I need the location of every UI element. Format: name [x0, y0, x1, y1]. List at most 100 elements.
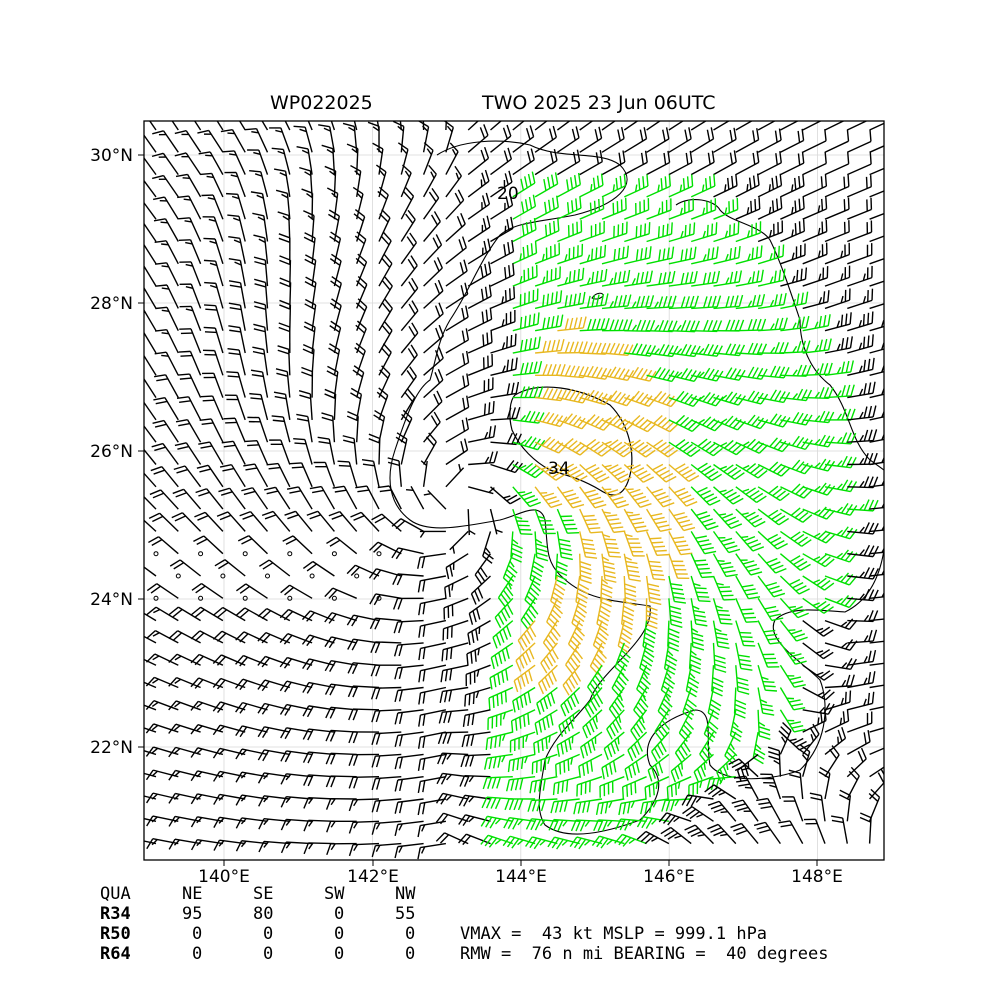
wind-barb [348, 753, 380, 766]
wind-barb [168, 746, 201, 758]
wind-barb [445, 259, 468, 287]
wind-barb [536, 686, 558, 715]
wind-barb [847, 152, 872, 176]
wind-barb [235, 701, 268, 714]
wind-barb [627, 731, 648, 762]
wind-barb [802, 597, 834, 614]
wind-barb [235, 654, 268, 667]
wind-barb [601, 508, 626, 534]
wind-barb [847, 243, 873, 265]
wind-barb [735, 553, 763, 576]
wind-barb [601, 294, 632, 310]
wind-barb [534, 125, 558, 153]
wind-barb [579, 220, 605, 243]
wind-barb [490, 432, 522, 446]
wind-barb [538, 664, 558, 695]
wind-barb [556, 121, 571, 131]
wind-barb [449, 530, 469, 554]
wind-barb [691, 246, 719, 265]
wind-barb [512, 508, 533, 535]
wind-barb [802, 290, 830, 310]
wind-barb [778, 722, 792, 755]
wind-barb [144, 795, 157, 800]
wind-barb [257, 726, 290, 739]
wind-barb [646, 320, 678, 333]
calm-wind-marker [354, 573, 360, 579]
wind-barb [467, 192, 491, 220]
wind-barb [378, 298, 393, 332]
wind-barb [371, 753, 402, 768]
wind-barb [468, 486, 495, 495]
wind-barb [179, 261, 202, 287]
wind-barb [534, 709, 558, 735]
wind-barb [757, 620, 782, 645]
wind-barb [200, 172, 224, 198]
wind-barb [146, 630, 179, 644]
row-r64-se: 0 [263, 944, 274, 964]
wind-barb [646, 343, 679, 358]
wind-barb [623, 575, 637, 607]
wind-barb [780, 483, 813, 499]
wind-barb [435, 832, 469, 845]
wind-barb [279, 656, 313, 669]
wind-barb [194, 511, 224, 532]
wind-barb [400, 409, 413, 443]
wind-barb [601, 366, 635, 382]
wind-barb [802, 197, 828, 220]
wind-barb [529, 776, 558, 794]
wind-barb [228, 280, 246, 309]
y-axis-ticks: 30°N 28°N 26°N 24°N 22°N [90, 146, 144, 758]
wind-barb [562, 664, 582, 696]
wind-barb [490, 170, 513, 198]
wind-barb [557, 149, 581, 176]
wind-barb [824, 197, 850, 220]
wind-barb [198, 441, 224, 465]
wind-barb [869, 303, 884, 310]
wind-barb [400, 366, 417, 399]
wind-barb [392, 573, 424, 586]
wind-barb [513, 664, 536, 693]
wind-barb [869, 684, 884, 689]
wind-barb [286, 486, 313, 510]
wind-barb [219, 464, 246, 488]
wind-barb [279, 703, 313, 716]
calm-wind-marker [287, 595, 293, 601]
wind-barb [484, 753, 513, 770]
wind-barb [779, 597, 809, 619]
wind-barb [445, 350, 470, 376]
row-r64-nw: 0 [405, 944, 416, 964]
wind-barb [713, 150, 737, 176]
wind-barb [579, 365, 612, 380]
wind-barb [847, 649, 877, 666]
row-r50-se: 0 [263, 924, 274, 944]
wind-barb [592, 620, 609, 654]
wind-barb [802, 386, 834, 400]
wind-barb [330, 275, 342, 309]
wind-barb [512, 462, 545, 479]
wind-barb [630, 709, 648, 741]
calm-wind-marker [331, 595, 337, 601]
wind-barb [445, 142, 459, 175]
wind-barb [802, 664, 834, 681]
wind-barb [847, 522, 879, 535]
wind-barb [712, 530, 741, 554]
wind-barb [437, 731, 469, 745]
wind-barb [601, 553, 617, 583]
wind-barb [329, 253, 342, 287]
wind-barb [247, 416, 269, 443]
wind-barb [445, 236, 467, 265]
wind-barb [235, 607, 268, 622]
wind-barb [144, 222, 157, 242]
wind-barb [445, 165, 462, 198]
wind-barb [554, 553, 568, 586]
wind-barb [490, 147, 513, 176]
wind-barb [645, 531, 669, 556]
wind-barb [650, 731, 670, 763]
wind-barb [691, 343, 723, 357]
wind-barb [847, 121, 868, 131]
wind-barb [302, 560, 335, 577]
wind-barb [601, 269, 631, 287]
wind-barb [348, 820, 380, 834]
wind-barb [757, 196, 783, 220]
